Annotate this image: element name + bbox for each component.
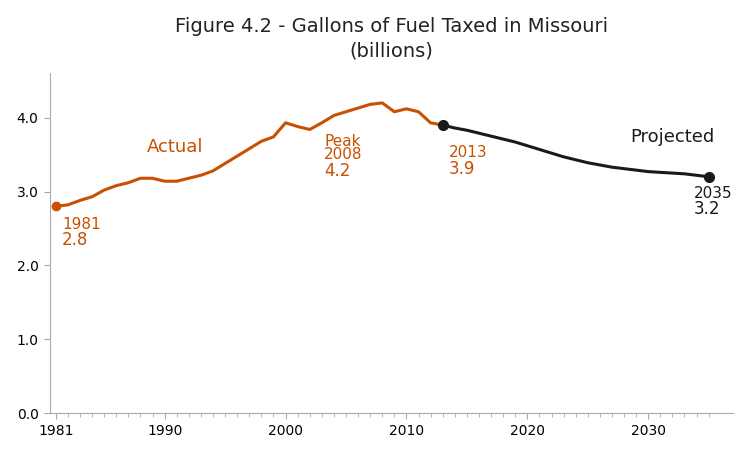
Text: 2008: 2008 — [324, 147, 362, 162]
Text: 2013: 2013 — [448, 145, 488, 160]
Text: 2035: 2035 — [694, 186, 733, 201]
Text: 1981: 1981 — [62, 217, 100, 233]
Text: Actual: Actual — [146, 138, 203, 156]
Title: Figure 4.2 - Gallons of Fuel Taxed in Missouri
(billions): Figure 4.2 - Gallons of Fuel Taxed in Mi… — [174, 17, 608, 61]
Text: 4.2: 4.2 — [324, 162, 350, 180]
Text: 3.9: 3.9 — [448, 160, 475, 178]
Text: 3.2: 3.2 — [694, 200, 721, 218]
Text: Projected: Projected — [630, 128, 714, 146]
Text: 2.8: 2.8 — [62, 231, 88, 249]
Text: Peak: Peak — [324, 134, 361, 149]
